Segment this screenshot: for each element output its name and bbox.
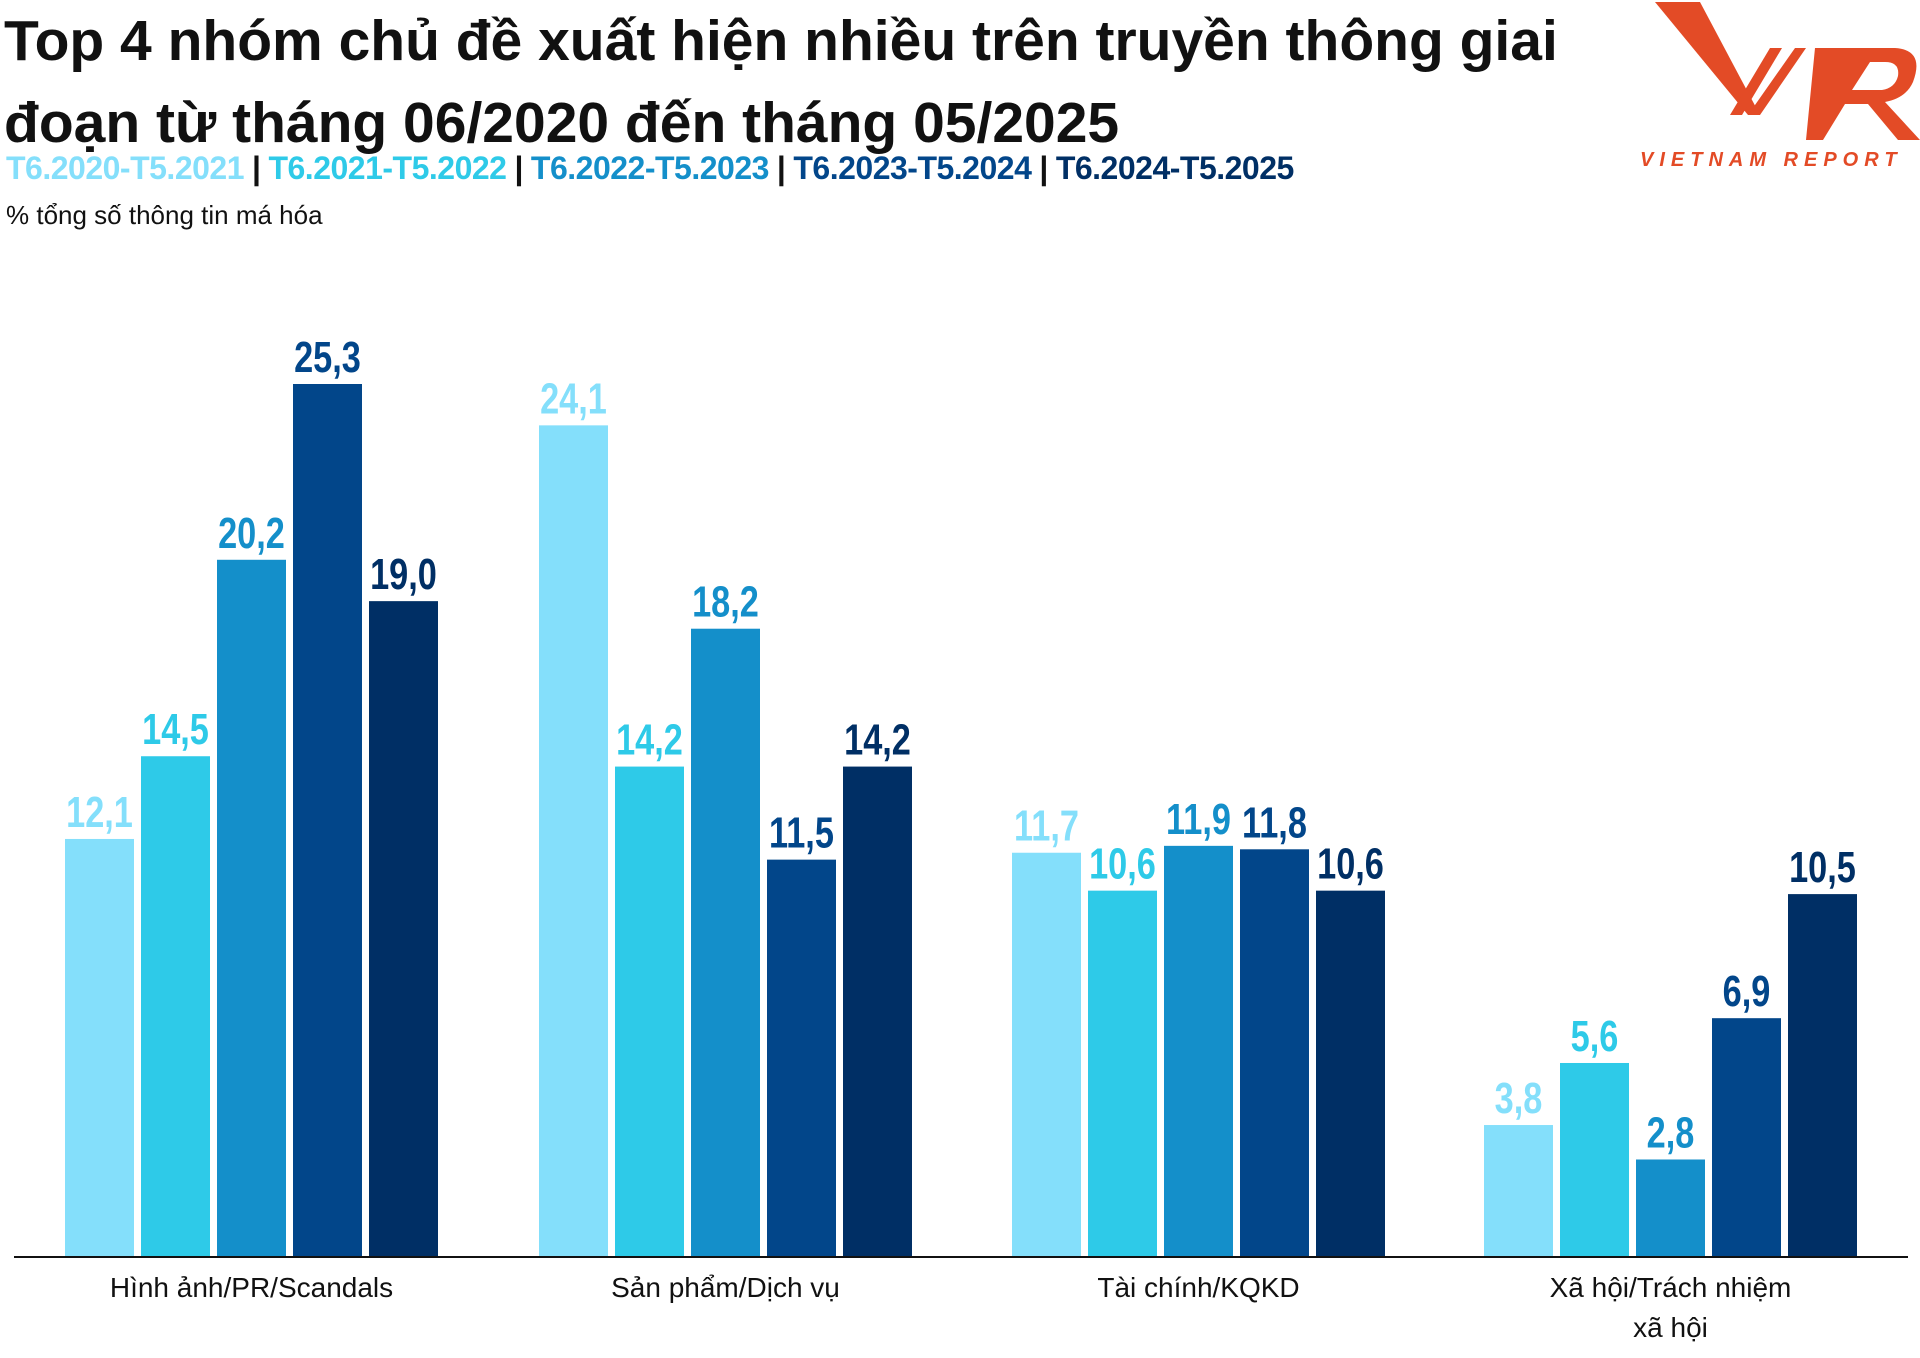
data-label: 11,5 bbox=[769, 809, 834, 858]
bar bbox=[1636, 1159, 1705, 1256]
data-label: 20,2 bbox=[218, 509, 285, 558]
category-label: Xã hội/Trách nhiệm bbox=[1550, 1272, 1792, 1303]
data-label: 19,0 bbox=[370, 550, 437, 599]
data-label: 25,3 bbox=[294, 333, 361, 382]
legend-item: T6.2021-T5.2022 bbox=[268, 150, 507, 186]
data-label: 14,2 bbox=[844, 716, 911, 765]
legend-separator: | bbox=[1039, 150, 1048, 186]
category-label: Hình ảnh/PR/Scandals bbox=[110, 1272, 393, 1303]
bar bbox=[1164, 845, 1233, 1256]
data-label: 14,5 bbox=[142, 705, 209, 754]
legend-separator: | bbox=[776, 150, 786, 186]
bar bbox=[217, 559, 286, 1256]
bar bbox=[1712, 1018, 1781, 1256]
legend-separator: | bbox=[252, 150, 261, 186]
bar bbox=[691, 628, 760, 1256]
legend-item: T6.2023-T5.2024 bbox=[793, 150, 1032, 186]
category-label: Sản phẩm/Dịch vụ bbox=[611, 1272, 840, 1303]
bar bbox=[1088, 890, 1157, 1256]
bar bbox=[1484, 1125, 1553, 1256]
bar bbox=[65, 838, 134, 1256]
data-label: 18,2 bbox=[692, 578, 759, 627]
bar bbox=[1788, 894, 1857, 1256]
chart-title: Top 4 nhóm chủ đề xuất hiện nhiều trên t… bbox=[4, 9, 1558, 155]
data-label: 10,6 bbox=[1089, 840, 1156, 889]
data-label: 2,8 bbox=[1647, 1108, 1695, 1157]
category-label: xã hội bbox=[1633, 1312, 1708, 1343]
category-label: Tài chính/KQKD bbox=[1097, 1272, 1299, 1303]
legend-item: T6.2024-T5.2025 bbox=[1055, 150, 1295, 186]
legend-item: T6.2022-T5.2023 bbox=[530, 150, 770, 186]
svg-text:VIETNAM REPORT: VIETNAM REPORT bbox=[1640, 149, 1903, 171]
bar bbox=[615, 766, 684, 1256]
bar bbox=[1012, 852, 1081, 1256]
data-label: 14,2 bbox=[616, 716, 683, 765]
data-label: 11,7 bbox=[1014, 802, 1079, 851]
data-label: 3,8 bbox=[1495, 1074, 1543, 1123]
vietnam-report-logo: VIETNAM REPORT bbox=[1640, 2, 1920, 171]
data-label: 11,9 bbox=[1166, 795, 1231, 844]
data-label: 10,6 bbox=[1317, 840, 1384, 889]
legend-item: T6.2020-T5.2021 bbox=[6, 150, 245, 186]
legend: T6.2020-T5.2021 | T6.2021-T5.2022 | T6.2022-… bbox=[6, 150, 1294, 187]
bar bbox=[369, 601, 438, 1256]
data-label: 11,8 bbox=[1242, 798, 1307, 847]
bar bbox=[293, 384, 362, 1256]
bar bbox=[1560, 1062, 1629, 1256]
bar bbox=[1316, 890, 1385, 1256]
bar bbox=[767, 859, 836, 1256]
bar bbox=[141, 756, 210, 1256]
legend-separator: | bbox=[514, 150, 523, 186]
data-label: 24,1 bbox=[540, 374, 607, 423]
data-label: 12,1 bbox=[66, 788, 133, 837]
data-label: 6,9 bbox=[1723, 967, 1771, 1016]
data-label: 10,5 bbox=[1789, 843, 1856, 892]
y-axis-label: % tổng số thông tin má hóa bbox=[6, 200, 323, 230]
data-label: 5,6 bbox=[1571, 1012, 1619, 1061]
bar bbox=[1240, 849, 1309, 1256]
bar bbox=[539, 425, 608, 1256]
bar bbox=[843, 766, 912, 1256]
